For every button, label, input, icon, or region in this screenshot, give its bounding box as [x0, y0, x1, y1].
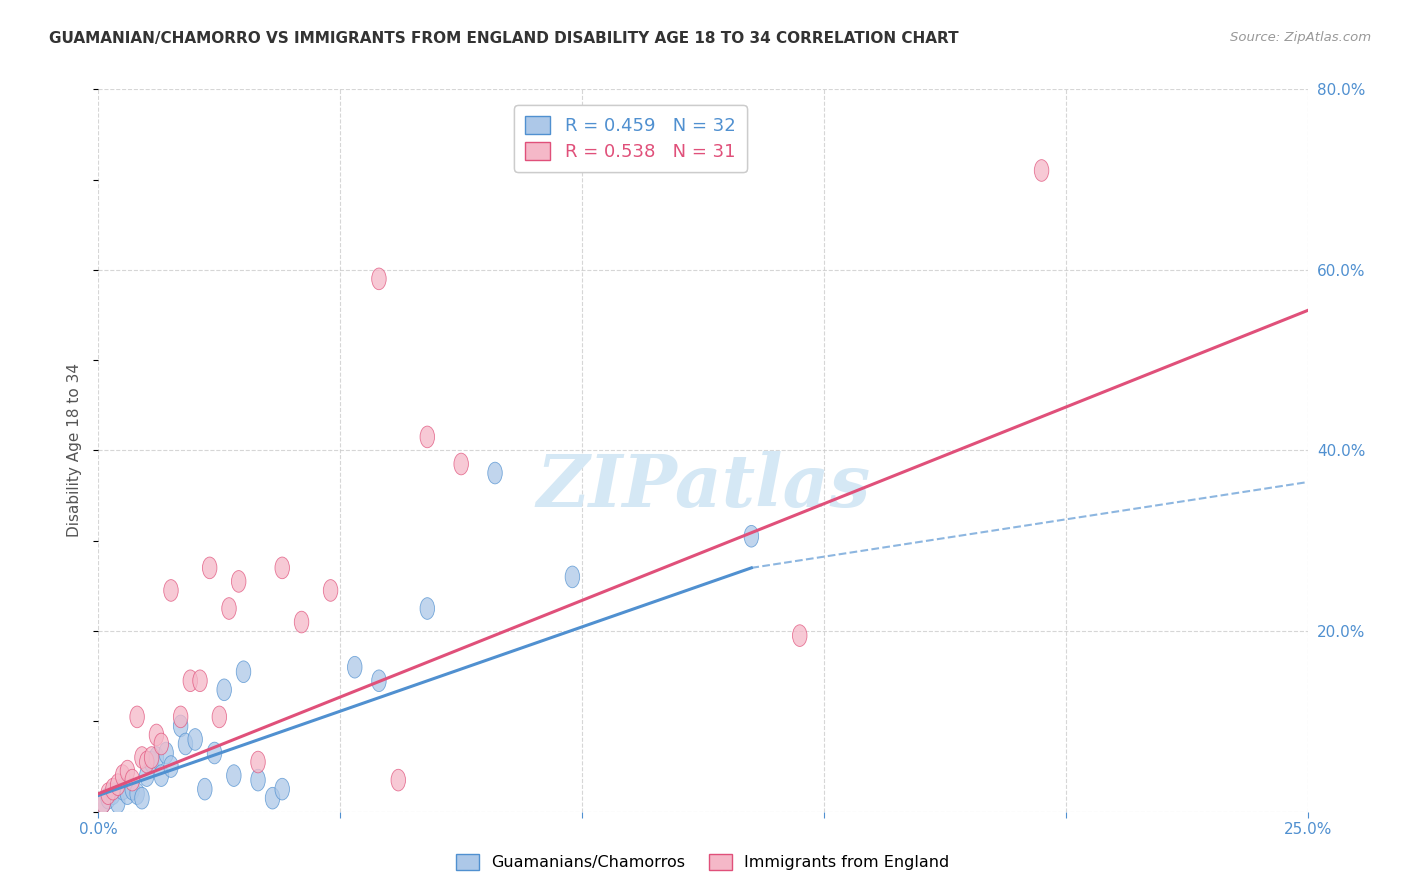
Ellipse shape: [111, 792, 125, 814]
Ellipse shape: [101, 788, 115, 809]
Ellipse shape: [250, 751, 266, 772]
Ellipse shape: [120, 783, 135, 805]
Ellipse shape: [1035, 160, 1049, 181]
Ellipse shape: [179, 733, 193, 755]
Ellipse shape: [207, 742, 222, 764]
Ellipse shape: [391, 769, 405, 791]
Ellipse shape: [125, 779, 139, 800]
Ellipse shape: [420, 426, 434, 448]
Ellipse shape: [163, 580, 179, 601]
Ellipse shape: [125, 769, 139, 791]
Ellipse shape: [217, 679, 232, 700]
Ellipse shape: [276, 779, 290, 800]
Ellipse shape: [347, 657, 361, 678]
Ellipse shape: [454, 453, 468, 475]
Y-axis label: Disability Age 18 to 34: Disability Age 18 to 34: [67, 363, 83, 538]
Ellipse shape: [159, 742, 173, 764]
Ellipse shape: [115, 764, 129, 787]
Ellipse shape: [222, 598, 236, 619]
Ellipse shape: [145, 747, 159, 768]
Ellipse shape: [198, 779, 212, 800]
Ellipse shape: [226, 764, 240, 787]
Ellipse shape: [129, 706, 145, 728]
Ellipse shape: [129, 783, 145, 805]
Ellipse shape: [420, 598, 434, 619]
Ellipse shape: [135, 788, 149, 809]
Ellipse shape: [139, 751, 155, 772]
Ellipse shape: [155, 764, 169, 787]
Ellipse shape: [744, 525, 759, 547]
Ellipse shape: [105, 779, 120, 800]
Text: GUAMANIAN/CHAMORRO VS IMMIGRANTS FROM ENGLAND DISABILITY AGE 18 TO 34 CORRELATIO: GUAMANIAN/CHAMORRO VS IMMIGRANTS FROM EN…: [49, 31, 959, 46]
Ellipse shape: [193, 670, 207, 691]
Ellipse shape: [188, 729, 202, 750]
Ellipse shape: [276, 557, 290, 579]
Ellipse shape: [163, 756, 179, 778]
Ellipse shape: [488, 462, 502, 483]
Ellipse shape: [212, 706, 226, 728]
Ellipse shape: [232, 571, 246, 592]
Ellipse shape: [96, 792, 111, 814]
Ellipse shape: [250, 769, 266, 791]
Legend: Guamanians/Chamorros, Immigrants from England: Guamanians/Chamorros, Immigrants from En…: [450, 848, 956, 877]
Text: Source: ZipAtlas.com: Source: ZipAtlas.com: [1230, 31, 1371, 45]
Ellipse shape: [111, 773, 125, 796]
Ellipse shape: [371, 670, 387, 691]
Ellipse shape: [105, 783, 120, 805]
Ellipse shape: [236, 661, 250, 682]
Ellipse shape: [565, 566, 579, 588]
Ellipse shape: [139, 764, 155, 787]
Ellipse shape: [96, 792, 111, 814]
Ellipse shape: [149, 747, 163, 768]
Ellipse shape: [135, 747, 149, 768]
Ellipse shape: [202, 557, 217, 579]
Ellipse shape: [793, 624, 807, 647]
Ellipse shape: [173, 706, 188, 728]
Ellipse shape: [101, 783, 115, 805]
Ellipse shape: [173, 715, 188, 737]
Ellipse shape: [266, 788, 280, 809]
Ellipse shape: [371, 268, 387, 290]
Ellipse shape: [323, 580, 337, 601]
Text: ZIPatlas: ZIPatlas: [536, 451, 870, 522]
Ellipse shape: [294, 611, 309, 633]
Ellipse shape: [183, 670, 198, 691]
Ellipse shape: [120, 760, 135, 782]
Ellipse shape: [149, 724, 163, 746]
Ellipse shape: [145, 751, 159, 772]
Ellipse shape: [115, 779, 129, 800]
Legend: R = 0.459   N = 32, R = 0.538   N = 31: R = 0.459 N = 32, R = 0.538 N = 31: [515, 105, 747, 172]
Ellipse shape: [155, 733, 169, 755]
